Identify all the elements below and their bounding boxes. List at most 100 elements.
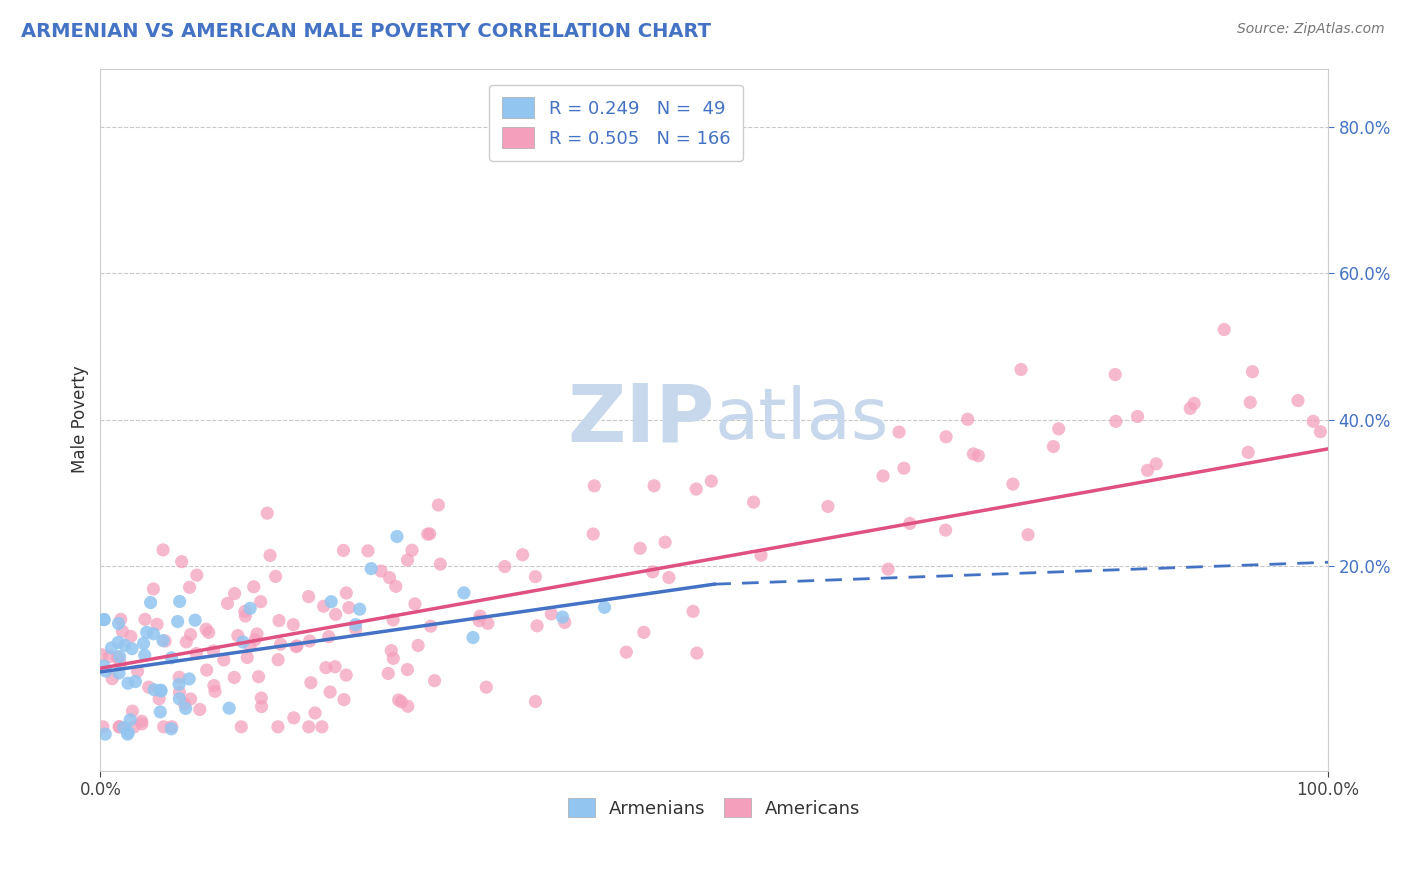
Point [468, 614, 491, 628]
Point [332, 543, 354, 558]
Point [423, 673, 446, 688]
Point [389, 695, 412, 709]
Point [267, 614, 290, 628]
Text: Source: ZipAtlas.com: Source: ZipAtlas.com [1237, 22, 1385, 37]
Point [299, 675, 322, 690]
Point [217, 596, 239, 610]
Point [1213, 322, 1236, 336]
Point [475, 680, 498, 694]
Point [323, 659, 346, 673]
Point [170, 555, 193, 569]
Point [197, 625, 219, 640]
Point [139, 595, 162, 609]
Point [152, 542, 174, 557]
Point [872, 469, 894, 483]
Point [385, 579, 408, 593]
Point [335, 586, 357, 600]
Point [312, 599, 335, 614]
Point [233, 604, 256, 618]
Point [153, 634, 176, 648]
Point [195, 663, 218, 677]
Point [385, 529, 408, 543]
Point [186, 568, 208, 582]
Point [628, 541, 651, 556]
Text: atlas: atlas [714, 385, 889, 454]
Point [108, 649, 131, 664]
Point [614, 645, 637, 659]
Point [142, 627, 165, 641]
Point [633, 625, 655, 640]
Point [344, 617, 367, 632]
Point [404, 597, 426, 611]
Point [641, 565, 664, 579]
Point [1309, 425, 1331, 439]
Point [419, 526, 441, 541]
Point [112, 721, 135, 735]
Point [93, 613, 115, 627]
Point [131, 717, 153, 731]
Point [202, 679, 225, 693]
Point [349, 602, 371, 616]
Point [212, 653, 235, 667]
Point [1126, 409, 1149, 424]
Point [174, 701, 197, 715]
Point [700, 474, 723, 488]
Point [654, 535, 676, 549]
Point [110, 612, 132, 626]
Point [877, 562, 900, 576]
Point [344, 622, 367, 636]
Point [494, 559, 516, 574]
Point [117, 727, 139, 741]
Point [935, 430, 957, 444]
Point [377, 666, 399, 681]
Point [202, 644, 225, 658]
Point [242, 580, 264, 594]
Point [461, 631, 484, 645]
Point [232, 635, 254, 649]
Point [742, 495, 765, 509]
Point [304, 706, 326, 720]
Point [429, 557, 451, 571]
Point [134, 648, 156, 663]
Point [1105, 414, 1128, 428]
Point [218, 701, 240, 715]
Point [117, 676, 139, 690]
Point [184, 613, 207, 627]
Point [101, 672, 124, 686]
Point [204, 684, 226, 698]
Point [122, 720, 145, 734]
Point [249, 595, 271, 609]
Point [142, 582, 165, 596]
Point [524, 570, 547, 584]
Point [166, 615, 188, 629]
Point [524, 694, 547, 708]
Point [152, 633, 174, 648]
Point [1241, 365, 1264, 379]
Point [231, 720, 253, 734]
Point [333, 692, 356, 706]
Point [477, 616, 499, 631]
Point [540, 607, 562, 621]
Point [526, 619, 548, 633]
Point [416, 527, 439, 541]
Point [111, 624, 134, 639]
Point [108, 720, 131, 734]
Point [169, 685, 191, 699]
Point [110, 656, 132, 670]
Point [176, 635, 198, 649]
Point [382, 613, 405, 627]
Point [250, 691, 273, 706]
Point [283, 711, 305, 725]
Point [107, 616, 129, 631]
Point [512, 548, 534, 562]
Point [98, 649, 121, 664]
Point [239, 601, 262, 615]
Point [1136, 463, 1159, 477]
Point [1182, 396, 1205, 410]
Point [94, 727, 117, 741]
Point [582, 527, 605, 541]
Point [427, 498, 450, 512]
Point [593, 600, 616, 615]
Point [160, 720, 183, 734]
Point [1017, 527, 1039, 541]
